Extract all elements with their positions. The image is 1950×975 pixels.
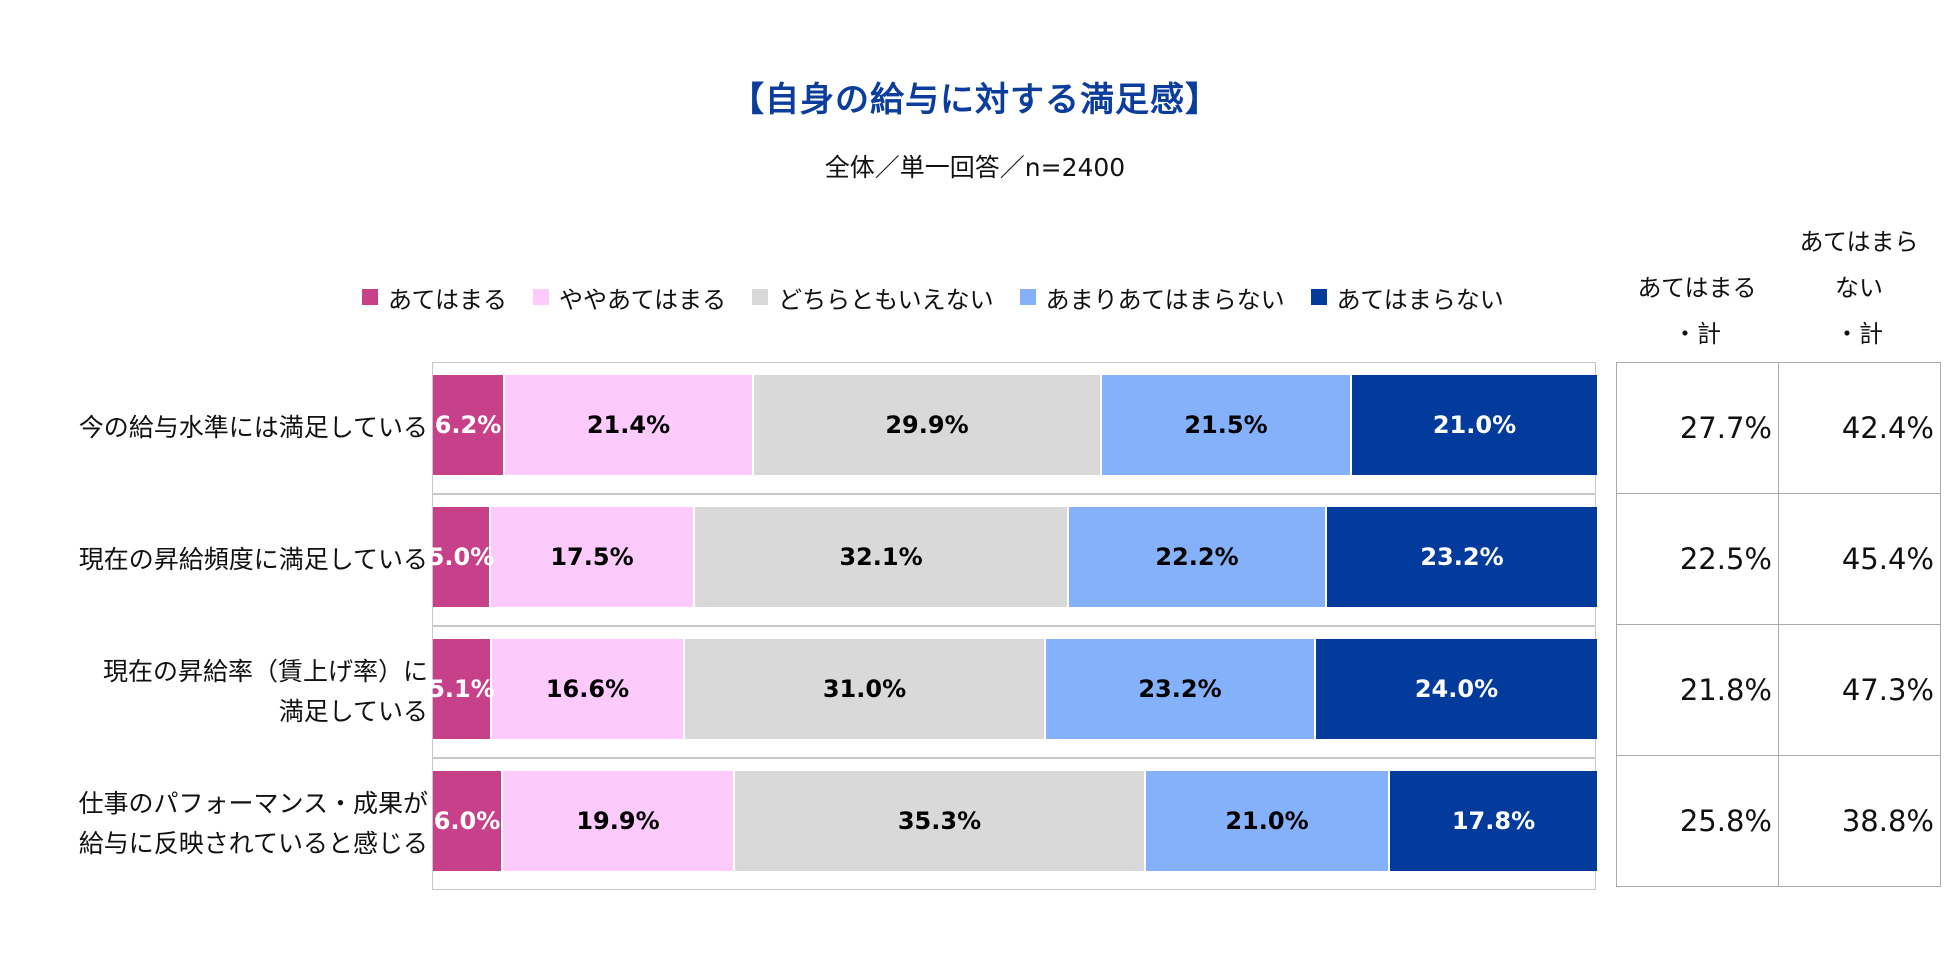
data-label: 21.4% — [586, 411, 671, 439]
legend-label: ややあてはまる — [559, 285, 727, 314]
data-label: 6.2% — [434, 411, 502, 439]
summary-header-line: あてはまら — [1799, 228, 1919, 256]
legend-item-3: どちらともいえない — [752, 280, 994, 315]
chart-subtitle: 全体／単一回答／n=2400 — [824, 153, 1126, 182]
summary-value: 21.8% — [1616, 624, 1779, 756]
data-label: 29.9% — [885, 411, 969, 439]
bar-segment: 29.9% — [754, 375, 1102, 475]
bar-segment: 21.0% — [1146, 771, 1390, 871]
legend-item-1: あてはまる — [362, 280, 507, 315]
category-label-line: 満足している — [278, 697, 428, 726]
summary-row: 25.8% 38.8% — [1616, 755, 1941, 887]
category-label: 現在の昇給率（賃上げ率）に満足している — [20, 652, 428, 732]
summary-table: 27.7% 42.4% 22.5% 45.4% 21.8% 47.3% 25.8% 38.8% — [1616, 362, 1941, 887]
summary-header-line: ない — [1835, 274, 1883, 302]
category-label: 現在の昇給頻度に満足している — [20, 540, 428, 580]
legend-swatch — [1019, 289, 1036, 305]
summary-value: 27.7% — [1616, 362, 1779, 494]
data-label: 6.0% — [433, 807, 501, 835]
bar-segment: 17.5% — [491, 507, 695, 607]
summary-row: 27.7% 42.4% — [1616, 362, 1941, 494]
data-label: 17.5% — [550, 543, 634, 571]
data-label: 21.0% — [1432, 411, 1517, 439]
bar-segment: 16.6% — [492, 639, 685, 739]
category-label-line: 現在の昇給頻度に満足している — [78, 545, 428, 574]
bar-segment: 6.2% — [433, 375, 505, 475]
bar-segment: 23.2% — [1046, 639, 1316, 739]
summary-header-line: あてはまる — [1637, 274, 1757, 302]
stacked-bar: 5.1% 16.6% 31.0% 23.2% 24.0% — [428, 639, 1597, 739]
category-label-line: 現在の昇給率（賃上げ率）に — [102, 657, 428, 686]
data-label: 22.2% — [1155, 543, 1239, 571]
bar-segment: 22.2% — [1069, 507, 1327, 607]
summary-value: 45.4% — [1778, 493, 1941, 625]
data-label: 21.5% — [1184, 411, 1268, 439]
legend-item-2: ややあてはまる — [533, 280, 726, 315]
bar-segment: 21.0% — [1352, 375, 1597, 475]
legend-swatch — [533, 289, 550, 305]
legend-item-4: あまりあてはまらない — [1019, 280, 1285, 315]
summary-header-disagree: あてはまら ない ・計 — [1778, 219, 1940, 357]
bar-segment: 21.4% — [505, 375, 754, 475]
legend-item-5: あてはまらない — [1310, 280, 1504, 315]
legend-label: あてはまる — [388, 285, 508, 314]
bar-segment: 31.0% — [685, 639, 1046, 739]
summary-value: 47.3% — [1778, 624, 1941, 756]
summary-row: 21.8% 47.3% — [1616, 624, 1941, 756]
stacked-bar: 5.0% 17.5% 32.1% 22.2% 23.2% — [428, 507, 1597, 607]
stacked-bar: 6.2% 21.4% 29.9% 21.5% 21.0% — [433, 375, 1597, 475]
data-label: 16.6% — [545, 675, 630, 703]
legend-swatch — [1310, 289, 1327, 305]
data-label: 32.1% — [839, 543, 923, 571]
legend-label: あまりあてはまらない — [1045, 285, 1285, 314]
bar-segment: 6.0% — [433, 771, 503, 871]
data-label: 23.2% — [1138, 675, 1222, 703]
category-label-line: 仕事のパフォーマンス・成果が — [78, 789, 428, 818]
summary-value: 42.4% — [1778, 362, 1941, 494]
bar-segment: 35.3% — [735, 771, 1146, 871]
category-label-line: 給与に反映されていると感じる — [78, 829, 428, 858]
summary-header-agree: あてはまる ・計 — [1616, 265, 1778, 357]
legend-swatch — [752, 289, 769, 305]
bar-segment: 5.0% — [428, 507, 494, 607]
bar-segment: 19.9% — [503, 771, 735, 871]
category-label: 仕事のパフォーマンス・成果が 給与に反映されていると感じる — [20, 784, 428, 864]
data-label: 17.8% — [1451, 807, 1536, 835]
bar-segment: 32.1% — [695, 507, 1069, 607]
chart-legend: あてはまる ややあてはまる どちらともいえない あまりあてはまらない あてはまらない — [362, 280, 1504, 314]
summary-value: 25.8% — [1616, 755, 1779, 887]
legend-label: どちらともいえない — [778, 285, 994, 314]
bar-segment: 5.1% — [428, 639, 495, 739]
bar-segment: 17.8% — [1390, 771, 1597, 871]
summary-value: 22.5% — [1616, 493, 1779, 625]
data-label: 35.3% — [897, 807, 982, 835]
data-label: 23.2% — [1420, 543, 1504, 571]
data-label: 5.0% — [427, 543, 495, 571]
category-label: 今の給与水準には満足している — [20, 408, 428, 448]
category-label-line: 今の給与水準には満足している — [78, 413, 428, 442]
bar-segment: 21.5% — [1102, 375, 1352, 475]
legend-swatch — [362, 289, 378, 305]
chart-title: 【自身の給与に対する満足感】 — [730, 80, 1220, 120]
data-label: 19.9% — [576, 807, 660, 835]
stacked-bar: 6.0% 19.9% 35.3% 21.0% 17.8% — [433, 771, 1597, 871]
data-label: 31.0% — [822, 675, 907, 703]
summary-header-line: ・計 — [1673, 320, 1721, 348]
summary-value: 38.8% — [1778, 755, 1941, 887]
legend-label: あてはまらない — [1336, 285, 1504, 314]
data-label: 21.0% — [1225, 807, 1309, 835]
summary-header-line: ・計 — [1835, 320, 1883, 348]
summary-row: 22.5% 45.4% — [1616, 493, 1941, 625]
data-label: 24.0% — [1414, 675, 1499, 703]
bar-segment: 23.2% — [1327, 507, 1597, 607]
bar-segment: 24.0% — [1316, 639, 1597, 739]
data-label: 5.1% — [428, 675, 495, 703]
